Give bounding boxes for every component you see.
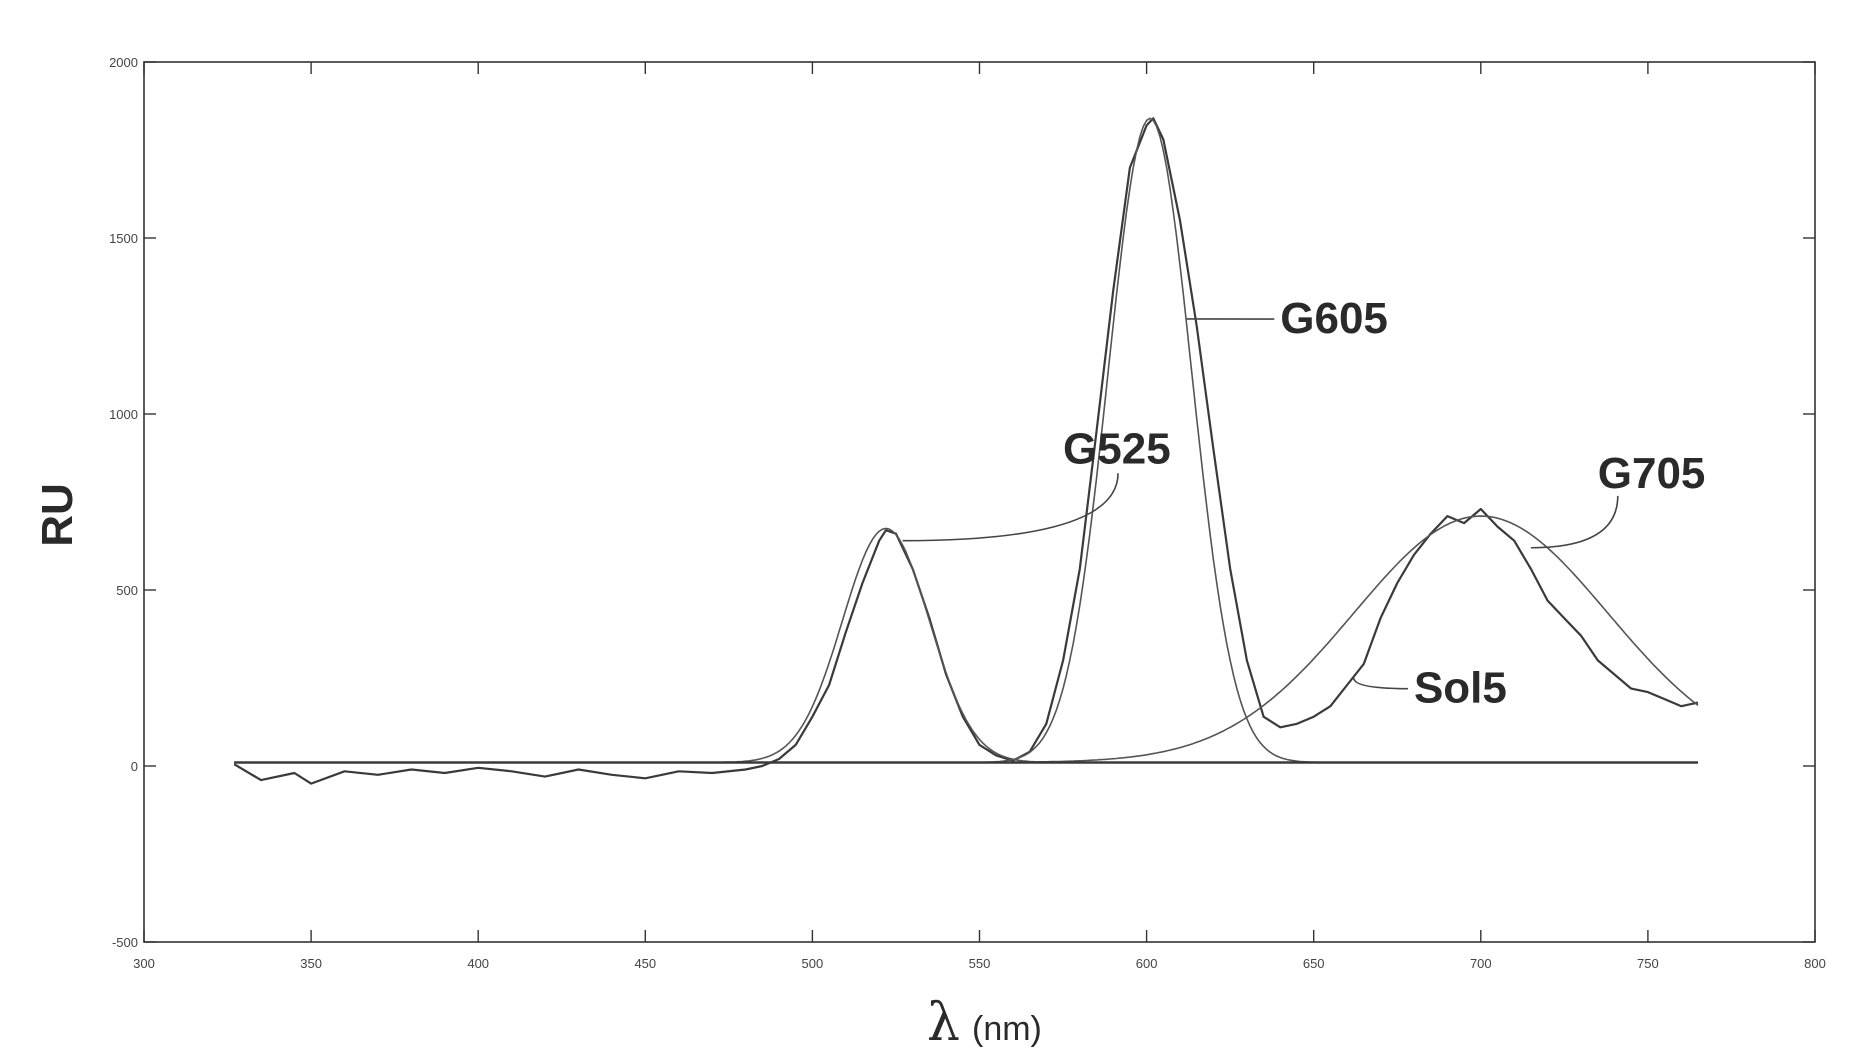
y-axis-ticks: -500 0 500 1000 1500 2000: [109, 55, 1815, 950]
x-tick-label: 400: [467, 956, 489, 971]
x-axis-label-unit: (nm): [972, 1010, 1042, 1048]
x-tick-label: 500: [802, 956, 824, 971]
series-g525: [234, 527, 1698, 764]
y-tick-label: 0: [131, 759, 138, 774]
y-tick-label: 500: [116, 583, 138, 598]
x-tick-label: 600: [1136, 956, 1158, 971]
annotation-g705: G705: [1598, 449, 1706, 498]
axes-frame: [143, 61, 1816, 943]
x-tick-label: 350: [300, 956, 322, 971]
x-axis-label-symbol: λ: [927, 993, 960, 1053]
series-sol5: [233, 117, 1699, 785]
y-tick-label: -500: [112, 935, 138, 950]
series-group: [233, 117, 1699, 785]
leader-sol5: [1353, 677, 1408, 690]
x-axis-ticks: 300 350 400 450 500 550 600 650 700 750 800: [133, 62, 1826, 971]
annotation-leaders: [902, 318, 1619, 690]
plot-area: 300 350 400 450 500 550 600 650 700 750 800 -500 0 5…: [109, 55, 1826, 971]
x-tick-label: 700: [1470, 956, 1492, 971]
annotation-g525: G525: [1063, 424, 1171, 473]
x-tick-label: 800: [1804, 956, 1826, 971]
x-tick-label: 650: [1303, 956, 1325, 971]
x-tick-label: 550: [969, 956, 991, 971]
y-axis-label: RU: [33, 483, 82, 547]
y-tick-label: 2000: [109, 55, 138, 70]
leader-g525: [902, 473, 1119, 542]
x-tick-label: 450: [634, 956, 656, 971]
annotation-g605: G605: [1280, 294, 1388, 343]
series-g705: [234, 515, 1699, 764]
y-tick-label: 1000: [109, 407, 138, 422]
x-tick-label: 750: [1637, 956, 1659, 971]
x-tick-label: 300: [133, 956, 155, 971]
leader-g705: [1530, 495, 1619, 549]
y-tick-label: 1500: [109, 231, 138, 246]
annotation-sol5: Sol5: [1414, 664, 1507, 713]
